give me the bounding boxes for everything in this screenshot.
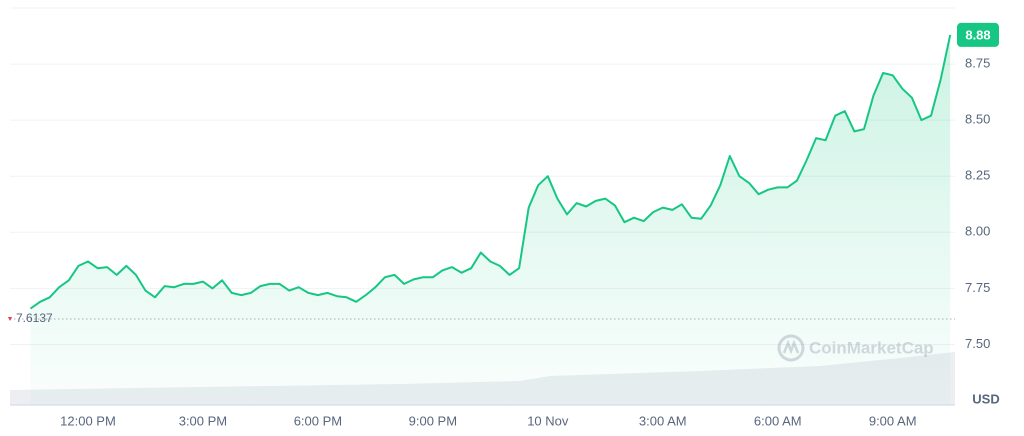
reference-label: 7.6137 — [16, 311, 53, 325]
reference-arrow — [8, 316, 12, 321]
price-badge — [957, 22, 999, 47]
x-tick-label: 3:00 PM — [179, 413, 227, 428]
y-tick-label: 7.75 — [965, 280, 990, 295]
y-tick-label: 8.00 — [965, 224, 990, 239]
unit-label: USD — [972, 391, 999, 406]
line — [29, 34, 952, 310]
watermark-text: CoinMarketCap — [809, 338, 934, 357]
x-tick-label: 6:00 PM — [294, 413, 342, 428]
x-tick-label: 12:00 PM — [60, 413, 116, 428]
y-tick-label: 7.50 — [965, 336, 990, 351]
y-tick-label: 8.75 — [965, 56, 990, 71]
y-tick-label: 8.25 — [965, 168, 990, 183]
watermark: CoinMarketCap — [777, 334, 934, 362]
x-tick-label: 9:00 PM — [409, 413, 457, 428]
x-tick-label: 10 Nov — [527, 413, 569, 428]
x-tick-label: 6:00 AM — [754, 413, 802, 428]
x-tick-label: 9:00 AM — [869, 413, 917, 428]
y-tick-label: 8.50 — [965, 112, 990, 127]
x-tick-label: 3:00 AM — [639, 413, 687, 428]
area — [30, 34, 951, 406]
price-badge-label: 8.88 — [965, 27, 990, 42]
